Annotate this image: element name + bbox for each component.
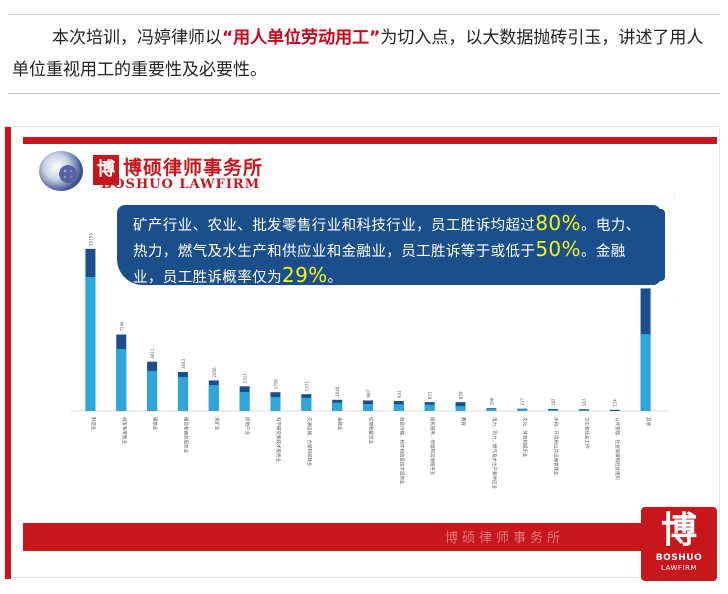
bar-案件总量 [517,409,528,411]
category-label: 其他 [645,417,652,426]
callout-pct-80: 80% [535,211,581,235]
bar-value-label: 4611 [150,348,155,359]
bar-value-label: 1046 [335,386,340,397]
logo-name-cn: 博硕律师事务所 [123,157,264,179]
slide-watermark: 博硕律师事务所 [445,531,565,546]
slide-bottom-accent [23,523,717,551]
bar-案件总量 [486,408,497,411]
bar-案件总量 [640,334,651,411]
bar-案件总量 [548,409,559,411]
category-label: 教育 [460,417,467,426]
category-label: 交通运输、仓储和邮政业 [306,417,313,467]
bar-案件总量 [363,404,373,411]
bar-value-label: 167 [582,398,587,406]
stamp-glyph: 博 [660,510,697,551]
bar-value-label: 182 [551,398,556,406]
bar-案件总量 [578,410,589,411]
category-label: 建筑业 [152,417,159,431]
callout-line1-tail: 。电力、 [580,218,641,234]
callout-line2-tail: 。金融 [580,244,626,260]
category-label: 制造业 [90,417,97,431]
intro-suffix: 为切入点，以大数据抛砖引玉，讲述了用人单位重视用工的重要性及必要性。 [12,28,704,80]
category-label: 卫生和社会工作 [583,417,590,449]
bar-案件总量 [177,377,188,411]
globe-logo-icon [39,151,83,191]
intro-highlight: “用人单位劳动用工” [222,28,381,48]
stamp-en-sub: LAWFIRM [661,564,697,572]
category-label: 金融业 [337,417,344,431]
boshuo-seal-stamp: 博 BOSHUO LAWFIRM [641,507,717,581]
logo-name-en: BOSHUO LAWFIRM [101,177,261,192]
bar-value-label: 831 [428,391,433,399]
bar-案件总量 [393,404,404,411]
slide-left-accent [5,127,11,579]
stamp-en-name: BOSHUO [655,553,703,563]
bar-案件总量 [239,392,250,411]
category-label: 水利、环境和公共设施管理业 [553,417,560,476]
slide-top-accent [23,137,717,144]
bar-员工胜诉 [609,409,620,411]
section-divider [8,93,720,94]
bar-案件总量 [332,402,343,411]
bar-案件总量 [116,348,127,411]
bar-value-label: 933 [397,390,402,398]
callout-line2: 热力，燃气及水生产和供应业和金融业，员工胜诉等于或低于 [133,244,536,260]
bar-value-label: 217 [520,398,525,406]
top-divider [8,14,720,15]
slide-image: 博 博硕律师事务所 BOSHUO LAWFIRM 050001000015000… [4,126,720,579]
bar-案件总量 [455,406,466,411]
bar-value-label: 2311 [243,373,248,384]
bar-案件总量 [301,397,312,411]
bar-value-label: 828 [459,391,464,399]
bar-value-label: 987 [366,389,371,397]
intro-prefix: 本次培训，冯婷律师以 [52,28,222,48]
callout-box: 矿产行业、农业、批发零售行业和科技行业，员工胜诉均超过80%。电力、 热力，燃气… [117,205,665,287]
bar-value-label: 266 [489,397,494,405]
logo-seal: 博 [93,155,119,185]
callout-line3: 业，员工胜诉概率仅为 [133,270,282,286]
category-label: 信息传输、软件和信息技术服务业 [398,417,405,485]
category-label: 租赁和商务服务业 [182,417,189,453]
industry-bar-chart: 0500010000150002000015155制造业7146批发和零售业46… [71,195,675,489]
category-label: 文化、体育和娱乐业 [522,417,529,458]
bar-员工胜诉 [578,409,589,411]
category-label: 采矿业 [213,417,220,431]
callout-line3-tail: 。 [327,270,343,286]
bar-value-label: 15155 [88,233,93,246]
category-label: 住宿和餐饮业 [368,417,375,444]
category-label: 批发和零售业 [121,417,128,444]
bar-value-label: 3643 [181,358,186,369]
bar-value-label: 2856 [212,367,217,378]
category-label: 房地产业 [244,417,251,435]
category-label: 科学研究和技术服务业 [275,417,282,462]
bar-案件总量 [147,370,158,411]
y-tick-label: 10000 [674,302,675,307]
callout-line1: 矿产行业、农业、批发零售行业和科技行业，员工胜诉均超过 [133,218,536,234]
y-tick-label: 15000 [674,248,675,253]
bar-案件总量 [270,397,281,411]
bar-案件总量 [424,404,435,411]
bar-value-label: 1571 [304,381,309,392]
category-label: 公共管理、社会保障和社会组织 [614,417,621,480]
bar-value-label: 7146 [119,321,124,332]
intro-paragraph: 本次培训，冯婷律师以“用人单位劳动用工”为切入点，以大数据抛砖引玉，讲述了用人单… [12,22,712,86]
bar-value-label: 114 [613,399,618,407]
bar-value-label: 1756 [273,379,278,390]
bar-案件总量 [85,276,96,411]
category-label: 居民服务、修理和其他服务业 [429,417,436,476]
callout-pct-50: 50% [535,237,581,261]
callout-pct-29: 29% [282,263,328,287]
bar-案件总量 [208,385,219,411]
y-tick-label: 20000 [674,195,675,200]
category-label: 电力、热力、燃气及水生产和供应业 [491,417,498,489]
